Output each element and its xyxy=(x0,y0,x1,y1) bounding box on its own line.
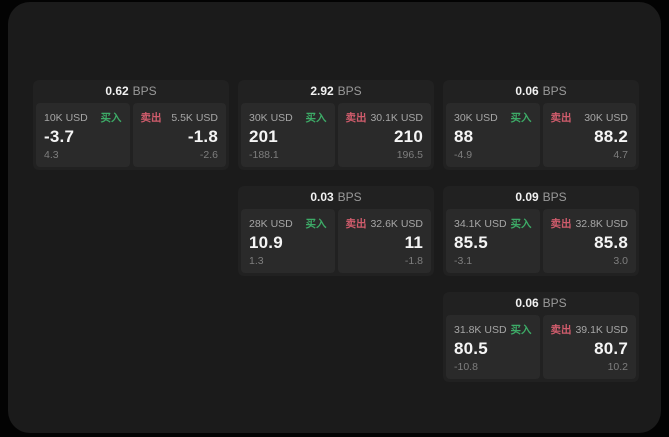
buy-delta: -4.9 xyxy=(454,149,473,161)
sell-side-label: 卖出 xyxy=(550,324,572,336)
spread-value: 0.09 xyxy=(515,190,539,204)
spread-header: 0.03 BPS xyxy=(241,186,431,209)
buy-tile[interactable]: 30K USD 买入 88 -4.9 xyxy=(446,103,540,167)
sell-price: 11 xyxy=(404,233,423,252)
buy-delta: 4.3 xyxy=(44,149,59,161)
buy-delta: -10.8 xyxy=(454,361,478,373)
sell-tile[interactable]: 卖出 5.5K USD -1.8 -2.6 xyxy=(132,103,226,167)
buy-notional: 30K USD xyxy=(454,111,498,124)
spread-value: 0.62 xyxy=(105,84,129,98)
sell-delta: 3.0 xyxy=(613,255,628,267)
spread-value: 2.92 xyxy=(310,84,334,98)
buy-delta: 1.3 xyxy=(249,255,264,267)
buy-notional: 34.1K USD xyxy=(454,217,507,230)
sell-delta: 196.5 xyxy=(396,149,423,161)
quote-card: 0.06 BPS 30K USD 买入 88 -4.9 卖出 30K USD xyxy=(443,80,639,170)
spread-header: 2.92 BPS xyxy=(241,80,431,103)
sell-price: 210 xyxy=(394,127,423,146)
sell-notional: 32.8K USD xyxy=(575,217,628,230)
sell-price: -1.8 xyxy=(187,127,218,146)
quote-card: 0.03 BPS 28K USD 买入 10.9 1.3 卖出 32.6K US… xyxy=(238,186,434,276)
buy-price: -3.7 xyxy=(44,127,75,146)
sell-price: 80.7 xyxy=(594,339,628,358)
buy-notional: 30K USD xyxy=(249,111,293,124)
sell-delta: -2.6 xyxy=(199,149,218,161)
sell-price: 88.2 xyxy=(594,127,628,146)
buy-tile[interactable]: 28K USD 买入 10.9 1.3 xyxy=(241,209,335,273)
spread-header: 0.62 BPS xyxy=(36,80,226,103)
buy-side-label: 买入 xyxy=(100,112,122,124)
sell-price: 85.8 xyxy=(594,233,628,252)
buy-tile[interactable]: 31.8K USD 买入 80.5 -10.8 xyxy=(446,315,540,379)
sell-notional: 5.5K USD xyxy=(171,111,218,124)
buy-side-label: 买入 xyxy=(510,324,532,336)
buy-price: 85.5 xyxy=(454,233,488,252)
sell-tile[interactable]: 卖出 32.6K USD 11 -1.8 xyxy=(337,209,431,273)
bps-label: BPS xyxy=(542,296,567,310)
sell-delta: 10.2 xyxy=(607,361,628,373)
spread-header: 0.06 BPS xyxy=(446,292,636,315)
bps-label: BPS xyxy=(542,84,567,98)
sell-notional: 30K USD xyxy=(584,111,628,124)
sell-tile[interactable]: 卖出 30K USD 88.2 4.7 xyxy=(542,103,636,167)
quote-card-grid: 0.62 BPS 10K USD 买入 -3.7 4.3 卖出 5.5K USD xyxy=(33,80,639,382)
sell-side-label: 卖出 xyxy=(345,218,367,230)
main-panel: 0.62 BPS 10K USD 买入 -3.7 4.3 卖出 5.5K USD xyxy=(8,2,661,433)
sell-tile[interactable]: 卖出 32.8K USD 85.8 3.0 xyxy=(542,209,636,273)
sell-side-label: 卖出 xyxy=(550,218,572,230)
buy-price: 201 xyxy=(249,127,278,146)
buy-delta: -3.1 xyxy=(454,255,473,267)
sell-tile[interactable]: 卖出 39.1K USD 80.7 10.2 xyxy=(542,315,636,379)
sell-delta: -1.8 xyxy=(404,255,423,267)
sell-notional: 30.1K USD xyxy=(370,111,423,124)
sell-side-label: 卖出 xyxy=(550,112,572,124)
sell-tile[interactable]: 卖出 30.1K USD 210 196.5 xyxy=(337,103,431,167)
quote-card: 2.92 BPS 30K USD 买入 201 -188.1 卖出 30.1K … xyxy=(238,80,434,170)
spread-value: 0.06 xyxy=(515,296,539,310)
sell-notional: 39.1K USD xyxy=(575,323,628,336)
buy-delta: -188.1 xyxy=(249,149,279,161)
bps-label: BPS xyxy=(337,84,362,98)
buy-tile[interactable]: 30K USD 买入 201 -188.1 xyxy=(241,103,335,167)
spread-header: 0.09 BPS xyxy=(446,186,636,209)
spread-value: 0.06 xyxy=(515,84,539,98)
buy-side-label: 买入 xyxy=(510,218,532,230)
spread-value: 0.03 xyxy=(310,190,334,204)
quote-card: 0.06 BPS 31.8K USD 买入 80.5 -10.8 卖出 39.1… xyxy=(443,292,639,382)
sell-delta: 4.7 xyxy=(613,149,628,161)
buy-side-label: 买入 xyxy=(305,112,327,124)
spread-header: 0.06 BPS xyxy=(446,80,636,103)
bps-label: BPS xyxy=(542,190,567,204)
bps-label: BPS xyxy=(337,190,362,204)
buy-side-label: 买入 xyxy=(510,112,532,124)
quote-card: 0.62 BPS 10K USD 买入 -3.7 4.3 卖出 5.5K USD xyxy=(33,80,229,170)
bps-label: BPS xyxy=(132,84,157,98)
buy-tile[interactable]: 10K USD 买入 -3.7 4.3 xyxy=(36,103,130,167)
buy-price: 10.9 xyxy=(249,233,283,252)
buy-notional: 28K USD xyxy=(249,217,293,230)
buy-price: 80.5 xyxy=(454,339,488,358)
sell-notional: 32.6K USD xyxy=(370,217,423,230)
sell-side-label: 卖出 xyxy=(140,112,162,124)
buy-side-label: 买入 xyxy=(305,218,327,230)
buy-notional: 31.8K USD xyxy=(454,323,507,336)
buy-tile[interactable]: 34.1K USD 买入 85.5 -3.1 xyxy=(446,209,540,273)
buy-price: 88 xyxy=(454,127,474,146)
buy-notional: 10K USD xyxy=(44,111,88,124)
sell-side-label: 卖出 xyxy=(345,112,367,124)
quote-card: 0.09 BPS 34.1K USD 买入 85.5 -3.1 卖出 32.8K… xyxy=(443,186,639,276)
